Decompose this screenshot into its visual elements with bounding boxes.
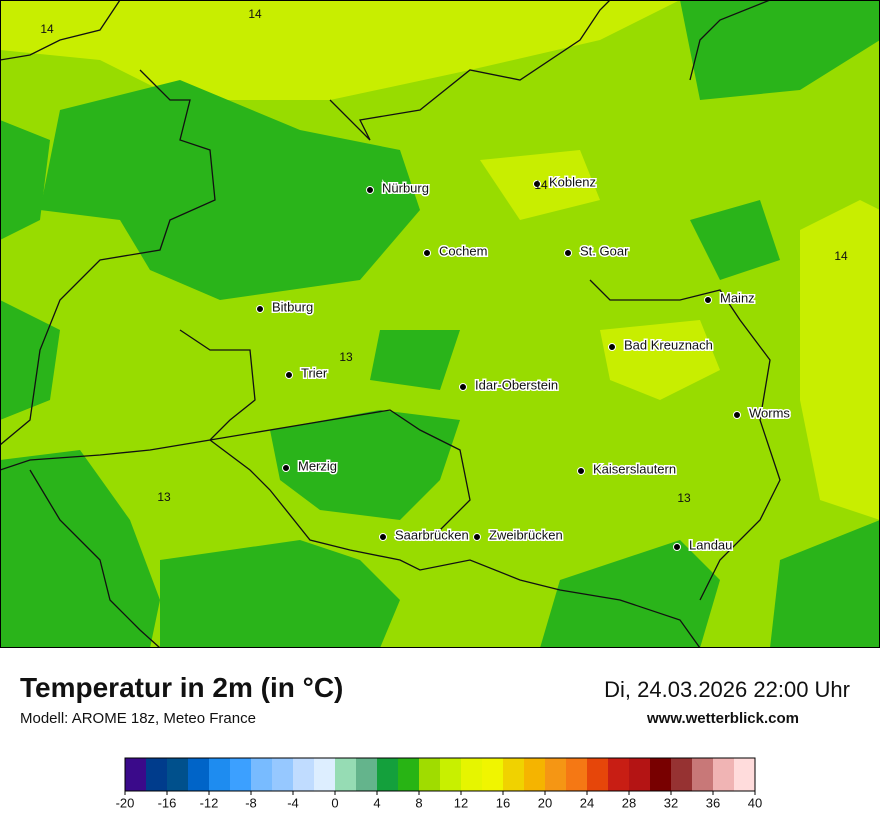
colorbar-segment <box>230 758 252 791</box>
colorbar: -20 -16 -12 -8 -4 0 4 8 12 16 20 24 28 32 36 40 <box>116 757 762 810</box>
city-dot <box>285 371 293 379</box>
contour-label: 13 <box>677 491 691 505</box>
colorbar-segment <box>713 758 735 791</box>
city-label: Landau <box>689 537 732 552</box>
colorbar-tick-label: 8 <box>415 795 422 810</box>
city-dot <box>733 411 741 419</box>
colorbar-tick-label: 36 <box>706 795 720 810</box>
city-dot <box>704 296 712 304</box>
colorbar-tick-label: 4 <box>373 795 380 810</box>
colorbar-tick-label: 16 <box>496 795 510 810</box>
colorbar-segment <box>629 758 651 791</box>
contour-label: 14 <box>834 249 848 263</box>
city-dot <box>564 249 572 257</box>
city-label: Zweibrücken <box>489 527 563 542</box>
city-label: Bitburg <box>272 299 313 314</box>
colorbar-tick-label: -8 <box>245 795 257 810</box>
colorbar-segment <box>503 758 525 791</box>
city-dot <box>473 533 481 541</box>
city-dot <box>379 533 387 541</box>
colorbar-tick-label: -4 <box>287 795 299 810</box>
colorbar-segment <box>251 758 273 791</box>
colorbar-segment <box>524 758 546 791</box>
map: Nürburg Koblenz Cochem St. Goar Mainz Bitburg… <box>0 0 880 648</box>
city-label: Nürburg <box>382 180 429 195</box>
colorbar-segment <box>461 758 483 791</box>
colorbar-segment <box>650 758 672 791</box>
colorbar-segment <box>419 758 441 791</box>
city-dot <box>533 180 541 188</box>
city-dot <box>673 543 681 551</box>
city-dot <box>577 467 585 475</box>
colorbar-segment <box>587 758 609 791</box>
colorbar-segment <box>335 758 357 791</box>
city-label: Bad Kreuznach <box>624 337 713 352</box>
colorbar-segment <box>356 758 378 791</box>
colorbar-segment <box>146 758 168 791</box>
colorbar-frame <box>124 757 756 792</box>
colorbar-tick-label: -12 <box>200 795 219 810</box>
colorbar-segment <box>188 758 210 791</box>
colorbar-segment <box>293 758 315 791</box>
borders <box>0 0 781 648</box>
city-dot <box>256 305 264 313</box>
city-dot <box>366 186 374 194</box>
colorbar-segment <box>608 758 630 791</box>
city-label: Cochem <box>439 243 487 258</box>
model-info: Modell: AROME 18z, Meteo France <box>20 710 256 727</box>
colorbar-tick-label: -16 <box>158 795 177 810</box>
colorbar-segment <box>440 758 462 791</box>
city-label: Trier <box>301 365 328 380</box>
colorbar-segment <box>671 758 693 791</box>
colorbar-segment <box>482 758 504 791</box>
colorbar-segment <box>125 758 147 791</box>
city-label: Idar-Oberstein <box>475 377 558 392</box>
site: www.wetterblick.com <box>647 710 799 727</box>
contour-labels: 14 14 14 14 13 13 13 <box>40 7 848 505</box>
city-dot <box>459 383 467 391</box>
colorbar-tick-label: 32 <box>664 795 678 810</box>
datetime: Di, 24.03.2026 22:00 Uhr <box>604 677 850 702</box>
city-label: Worms <box>749 405 790 420</box>
colorbar-segment <box>545 758 567 791</box>
colorbar-segment <box>209 758 231 791</box>
colorbar-tick-label: -20 <box>116 795 135 810</box>
contour-label: 14 <box>534 178 548 192</box>
city-label: Merzig <box>298 458 337 473</box>
city-label: Kaiserslautern <box>593 461 676 476</box>
colorbar-segment <box>167 758 189 791</box>
colorbar-segment <box>272 758 294 791</box>
city-labels: Nürburg Koblenz Cochem St. Goar Mainz Bitburg… <box>256 173 792 554</box>
city-dot <box>282 464 290 472</box>
colorbar-tick-label: 24 <box>580 795 594 810</box>
city-label: St. Goar <box>580 243 629 258</box>
colorbar-tick-label: 40 <box>748 795 762 810</box>
contour-label: 14 <box>248 7 262 21</box>
colorbar-tick-label: 28 <box>622 795 636 810</box>
title: Temperatur in 2m (in °C) <box>20 672 344 703</box>
colorbar-segment <box>692 758 714 791</box>
city-label: Mainz <box>720 290 755 305</box>
colorbar-tick-label: 12 <box>454 795 468 810</box>
contour-label: 14 <box>40 22 54 36</box>
city-dot <box>608 343 616 351</box>
colorbar-segment <box>377 758 399 791</box>
temperature-fields <box>0 0 880 648</box>
city-label: Koblenz <box>549 174 596 189</box>
colorbar-segment <box>734 758 756 791</box>
contour-label: 13 <box>157 490 171 504</box>
colorbar-segment <box>314 758 336 791</box>
colorbar-segment <box>566 758 588 791</box>
contour-label: 13 <box>339 350 353 364</box>
city-label: Saarbrücken <box>395 527 469 542</box>
colorbar-tick-label: 0 <box>331 795 338 810</box>
colorbar-segment <box>398 758 420 791</box>
city-dot <box>423 249 431 257</box>
colorbar-tick-label: 20 <box>538 795 552 810</box>
